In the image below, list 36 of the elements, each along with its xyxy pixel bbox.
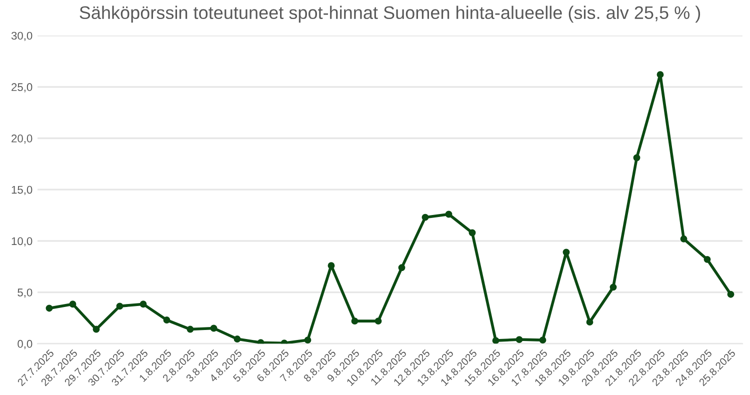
point (398, 264, 406, 272)
point (656, 71, 664, 78)
point (680, 235, 688, 242)
point (516, 336, 523, 344)
point (610, 284, 617, 291)
point (328, 262, 335, 270)
point (210, 324, 218, 332)
point (92, 326, 100, 333)
point (492, 337, 500, 344)
point (116, 302, 124, 310)
point (304, 336, 312, 344)
y-tick-label: 30,0 (11, 32, 32, 41)
point (445, 210, 452, 218)
point (186, 326, 194, 333)
y-tick-label: 0,0 (18, 340, 32, 350)
point (633, 154, 640, 162)
point (539, 336, 546, 344)
point (163, 316, 170, 324)
y-tick-label: 20,0 (12, 134, 32, 144)
point (422, 214, 429, 221)
point (727, 290, 734, 298)
y-tick-label: 25,0 (12, 83, 32, 92)
y-tick-label: 10,0 (12, 237, 32, 246)
y-tick-label: 15,0 (12, 186, 32, 196)
chart-title: Sähköpörssin toteutuneet spot-hinnat Suomen hinta-alueelle (sis. alv 25,5 % ) (80, 6, 700, 23)
point (586, 318, 594, 326)
y-tick-label: 5,0 (18, 288, 32, 298)
point (374, 318, 382, 325)
point (351, 318, 358, 325)
point (140, 300, 147, 308)
point (704, 256, 711, 263)
point (562, 248, 570, 256)
point (46, 304, 53, 312)
point (69, 300, 76, 308)
point (234, 336, 241, 342)
point (468, 229, 476, 236)
